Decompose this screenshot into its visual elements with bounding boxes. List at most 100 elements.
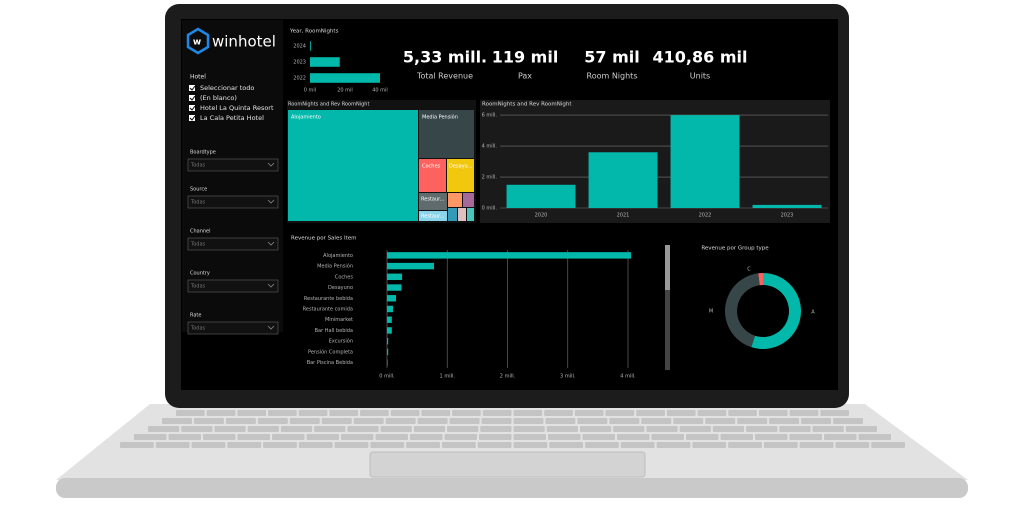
x-tick-label: 0 mill.	[379, 374, 395, 380]
key	[353, 418, 384, 424]
bar	[506, 184, 576, 208]
dropdown-arrow	[267, 283, 275, 288]
dropdown-label: Country	[190, 271, 210, 277]
key	[272, 434, 305, 440]
key	[697, 410, 727, 416]
key	[193, 418, 224, 424]
key	[577, 418, 608, 424]
checkmark	[189, 85, 196, 91]
key	[679, 426, 711, 432]
key	[120, 442, 154, 448]
key	[513, 434, 546, 440]
x-tick-label: 2020	[535, 213, 548, 219]
key	[347, 426, 379, 432]
key	[329, 410, 359, 416]
key	[227, 442, 262, 448]
y-tick-label: Restaurante bebida	[304, 296, 353, 302]
key	[835, 442, 870, 448]
y-tick-label: 2023	[293, 60, 306, 66]
key	[513, 410, 543, 416]
dropdown[interactable]	[187, 158, 279, 172]
scrollbar[interactable]	[665, 245, 670, 370]
bar	[387, 305, 394, 313]
key	[666, 410, 696, 416]
bar	[387, 262, 434, 270]
chart-title: Revenue por Group type	[701, 246, 769, 252]
key	[375, 434, 408, 440]
dropdown-value: Todas	[190, 163, 206, 169]
treemap-cell	[458, 208, 466, 221]
dropdown-arrow	[267, 325, 275, 330]
dropdown[interactable]	[187, 237, 279, 251]
treemap-cell	[419, 211, 447, 221]
key	[449, 418, 480, 424]
y-tick-label: Pensión Completa	[308, 348, 353, 355]
key	[481, 418, 512, 424]
dropdown-label: Source	[190, 187, 207, 193]
key	[574, 410, 604, 416]
y-tick-label: 2024	[293, 44, 306, 50]
key	[801, 418, 832, 424]
scrollbar-thumb[interactable]	[665, 245, 670, 290]
logo-w: w	[193, 38, 201, 48]
bar	[387, 348, 389, 356]
donut-slice	[758, 273, 763, 286]
key	[789, 410, 819, 416]
kpi-label: Total Revenue	[416, 72, 473, 81]
x-tick-label: 2 mill.	[500, 374, 516, 380]
key	[257, 418, 288, 424]
treemap-label: Desayu...	[449, 164, 473, 170]
key	[410, 434, 443, 440]
chart-title: Revenue por Sales Item	[291, 236, 356, 242]
key	[544, 410, 573, 416]
key	[206, 410, 236, 416]
checkbox	[189, 85, 195, 91]
y-tick-label: Restaurante comida	[303, 307, 353, 313]
key	[181, 426, 213, 432]
key	[646, 426, 678, 432]
key	[833, 418, 863, 424]
treemap-cell	[419, 159, 446, 192]
dropdown-value: Todas	[190, 200, 206, 206]
key	[480, 426, 512, 432]
y-tick-label: Excursión	[329, 338, 353, 345]
kpi-value: 119 mil	[492, 48, 559, 67]
x-tick-label: 40 mil	[372, 88, 388, 94]
key	[268, 410, 297, 416]
dropdown[interactable]	[187, 279, 279, 293]
treemap-cell	[448, 208, 457, 221]
kpi-value: 5,33 mill.	[403, 48, 487, 67]
key	[441, 442, 476, 448]
key	[545, 418, 576, 424]
dropdown[interactable]	[187, 321, 279, 335]
key	[812, 426, 844, 432]
key	[155, 442, 190, 448]
key	[656, 442, 691, 448]
key	[447, 426, 479, 432]
dropdown-arrow	[267, 241, 275, 246]
key	[789, 434, 822, 440]
key	[289, 418, 320, 424]
key	[334, 442, 369, 448]
key	[321, 418, 352, 424]
dropdown-label: Rate	[190, 313, 201, 319]
key	[380, 426, 412, 432]
key	[191, 442, 226, 448]
treemap-cell	[288, 110, 418, 221]
bar	[387, 359, 388, 366]
bar	[387, 273, 403, 281]
filter-label: Hotel	[190, 74, 206, 81]
treemap-title: RoomNights and Rev RoomNight	[288, 102, 369, 108]
key	[824, 434, 857, 440]
y-tick-label: Minimarket	[325, 317, 353, 323]
dropdown[interactable]	[187, 195, 279, 209]
key	[737, 418, 768, 424]
treemap-label: Coches	[422, 164, 441, 170]
key	[513, 442, 548, 448]
key	[134, 434, 167, 440]
key	[720, 434, 753, 440]
key	[673, 418, 704, 424]
key	[385, 418, 416, 424]
key	[820, 410, 849, 416]
key	[513, 418, 544, 424]
